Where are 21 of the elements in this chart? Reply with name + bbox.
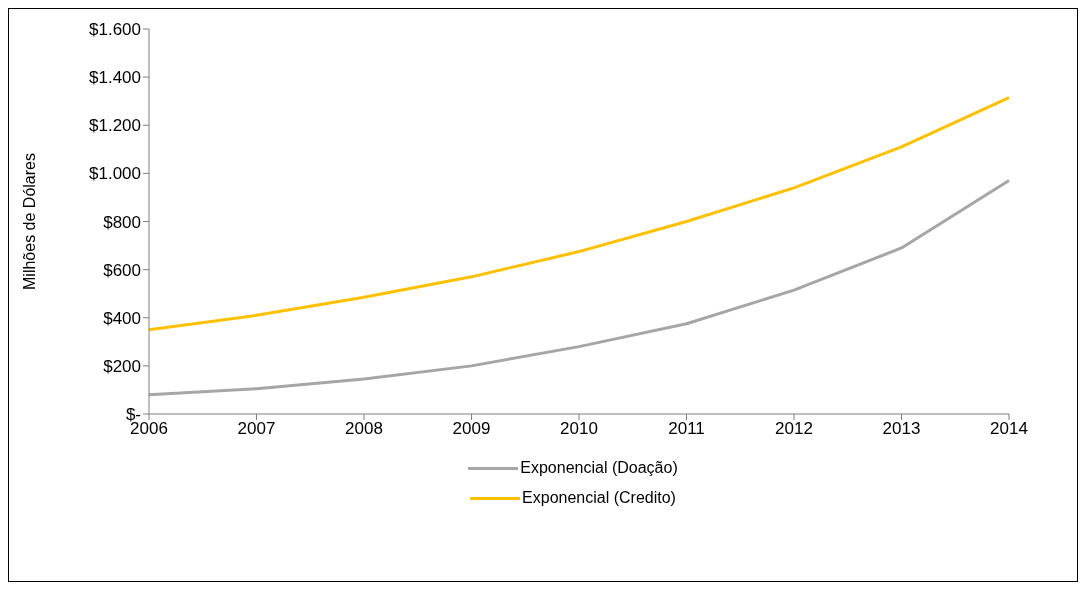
legend-label: Exponencial (Credito) bbox=[522, 489, 676, 507]
x-tick-label: 2012 bbox=[775, 419, 813, 439]
x-tick-label: 2009 bbox=[452, 419, 491, 439]
y-tick-label: $200 bbox=[103, 356, 141, 376]
y-tick-label: $600 bbox=[103, 260, 141, 280]
y-tick-label: $400 bbox=[103, 308, 141, 328]
y-tick-label: $1.200 bbox=[89, 116, 141, 136]
y-axis-title: Milhões de Dólares bbox=[20, 153, 38, 290]
y-tick-label: $1.600 bbox=[89, 20, 141, 40]
x-tick-label: 2014 bbox=[990, 419, 1028, 439]
y-tick-label: $800 bbox=[103, 212, 141, 232]
x-tick-label: 2007 bbox=[237, 419, 276, 439]
y-tick-label: $1.000 bbox=[89, 164, 141, 184]
line-series bbox=[147, 179, 1011, 397]
x-tick-label: 2011 bbox=[668, 419, 705, 439]
x-tick-label: 2010 bbox=[560, 419, 598, 439]
x-tick-label: 2013 bbox=[882, 419, 921, 439]
legend-label: Exponencial (Doação) bbox=[520, 459, 678, 477]
y-tick-label: $1.400 bbox=[89, 68, 141, 88]
x-tick-label: 2008 bbox=[345, 419, 383, 439]
line-series bbox=[147, 96, 1011, 332]
